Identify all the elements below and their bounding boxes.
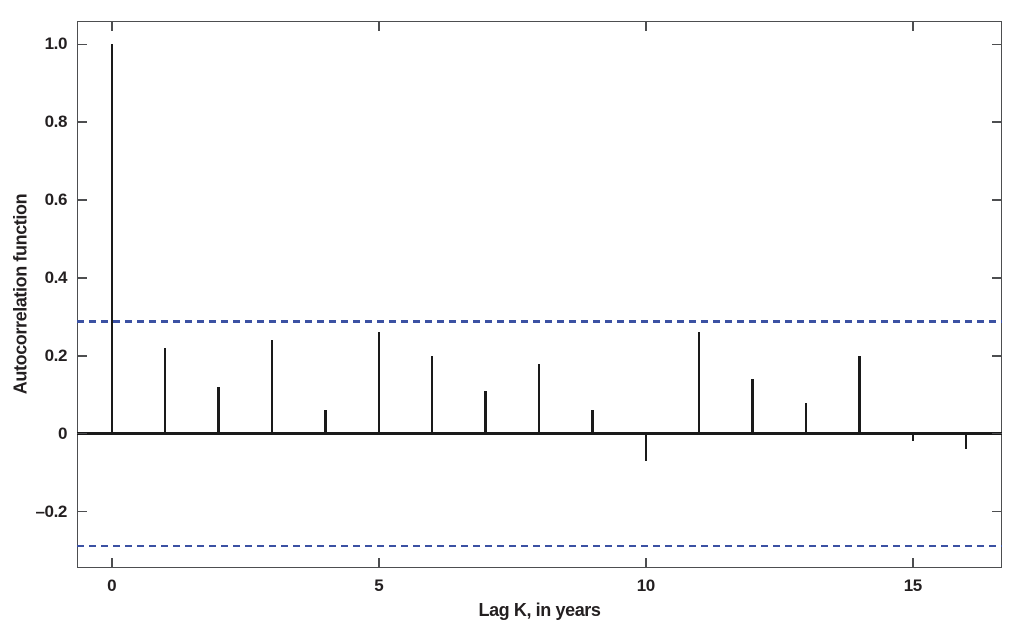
- y-tick-right: [992, 432, 1002, 435]
- y-tick-left: [77, 510, 87, 513]
- x-tick-label: 15: [903, 576, 923, 595]
- stem-lag-2: [217, 386, 220, 434]
- stem-lag-8: [537, 363, 541, 434]
- plot-area: [77, 21, 1002, 568]
- x-tick-top: [912, 21, 914, 31]
- y-tick-label: 0.6: [44, 190, 68, 210]
- y-tick-left: [77, 432, 87, 435]
- stem-lag-12: [751, 379, 754, 434]
- plot-frame: [77, 21, 1002, 568]
- x-tick-bottom: [110, 558, 113, 568]
- stem-lag-6: [430, 355, 434, 434]
- stem-lag-5: [377, 332, 380, 434]
- x-tick-bottom: [644, 558, 647, 568]
- x-tick-top: [110, 21, 113, 31]
- stem-lag-10: [644, 433, 647, 461]
- y-tick-left: [77, 121, 87, 124]
- confidence-limit-line: [77, 544, 1002, 547]
- y-tick-right: [992, 121, 1002, 124]
- stem-lag-3: [270, 340, 274, 434]
- confidence-limit-line: [77, 320, 1002, 323]
- y-tick-label: 0.8: [44, 112, 68, 132]
- y-tick-right: [992, 510, 1002, 513]
- x-tick-bottom: [912, 558, 914, 568]
- y-tick-left: [77, 355, 87, 357]
- x-tick-label: 10: [636, 576, 656, 595]
- x-tick-top: [377, 21, 380, 31]
- y-tick-right: [992, 199, 1002, 201]
- y-tick-left: [77, 277, 87, 279]
- stem-lag-4: [324, 410, 327, 434]
- y-tick-label: 1.0: [44, 34, 68, 54]
- stem-lag-7: [484, 390, 487, 434]
- stem-lag-1: [163, 348, 167, 434]
- stem-lag-16: [965, 433, 968, 450]
- x-tick-label: 5: [374, 576, 384, 595]
- y-tick-label: 0.4: [44, 267, 68, 287]
- y-tick-right: [992, 43, 1002, 46]
- stem-lag-11: [697, 332, 701, 434]
- x-axis-title: Lag K, in years: [478, 600, 601, 620]
- stem-lag-14: [858, 355, 861, 434]
- x-tick-label: 0: [107, 576, 117, 595]
- stem-lag-13: [804, 402, 808, 434]
- stem-lag-0: [110, 44, 113, 434]
- y-tick-left: [77, 43, 87, 46]
- y-tick-right: [992, 277, 1002, 279]
- y-tick-label: 0: [57, 423, 67, 443]
- x-tick-top: [644, 21, 647, 31]
- y-tick-right: [992, 355, 1002, 357]
- stem-lag-9: [591, 410, 594, 434]
- y-tick-label: –0.2: [35, 501, 68, 521]
- y-tick-left: [77, 199, 87, 201]
- y-tick-label: 0.2: [44, 345, 68, 365]
- stem-lag-15: [911, 433, 914, 442]
- x-tick-bottom: [377, 558, 380, 568]
- zero-line: [77, 432, 1002, 436]
